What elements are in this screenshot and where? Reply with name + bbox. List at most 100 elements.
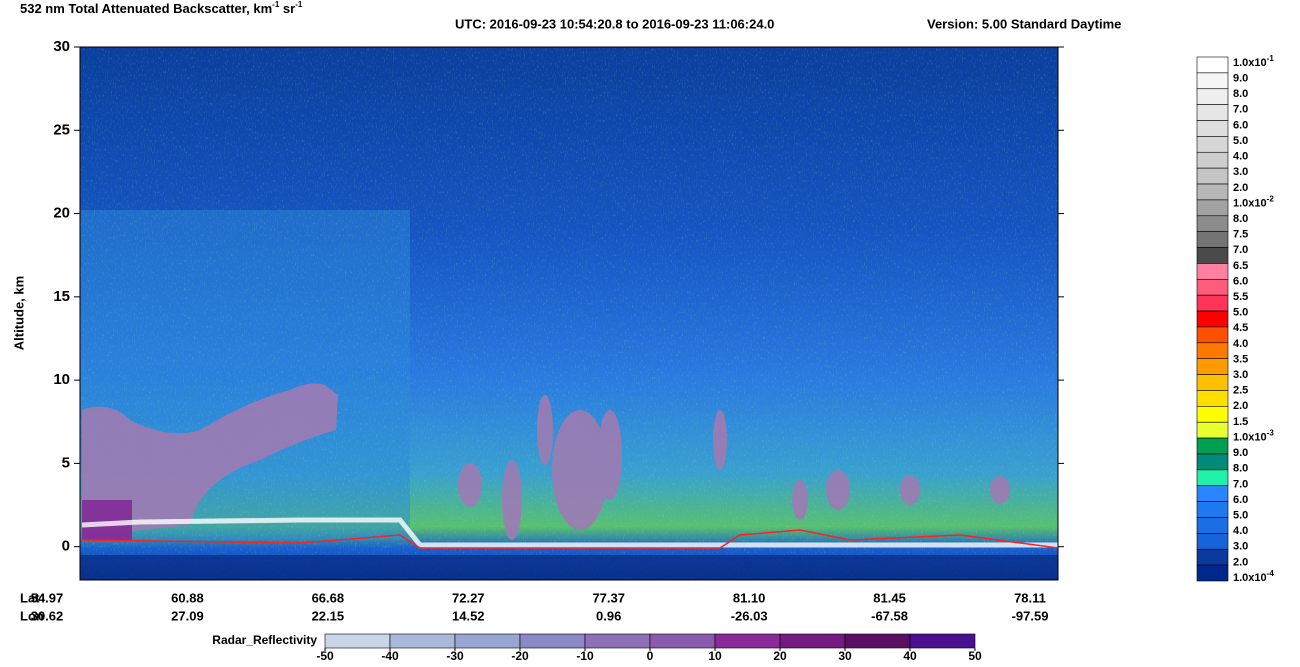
colorbar-box [1196, 104, 1229, 121]
radar-box [519, 633, 586, 649]
colorbar-box [1196, 294, 1229, 312]
x-row-name: Lat [20, 590, 40, 605]
colorbar-label: 7.0 [1233, 478, 1248, 490]
radar-tick-label: -40 [381, 649, 399, 663]
radar-box [584, 633, 651, 649]
colorbar-box [1196, 469, 1229, 487]
colorbar-box [1196, 215, 1229, 232]
colorbar-label: 8.0 [1233, 463, 1248, 475]
chart-title: 532 nm Total Attenuated Backscatter, km -… [20, 0, 303, 16]
x-tick-label: 78.11 [1014, 590, 1046, 605]
colorbar-label: 5.5 [1233, 291, 1248, 303]
colorbar-label: 2.0 [1233, 182, 1248, 194]
y-tick-label: 30 [53, 38, 70, 55]
colorbar-box [1196, 517, 1229, 534]
colorbar-label: 3.0 [1233, 541, 1248, 553]
colorbar-label: 4.0 [1233, 151, 1248, 163]
colorbar-mantissa: 1.0x10 [1233, 572, 1267, 584]
colorbar-box [1196, 453, 1229, 471]
colorbar-box [1196, 167, 1229, 185]
colorbar-box [1196, 374, 1229, 391]
colorbar-box [1196, 342, 1229, 359]
radar-tick-label: 10 [708, 649, 722, 663]
colorbar-label: 4.5 [1233, 322, 1248, 334]
colorbar-box [1196, 136, 1229, 153]
radar-box [714, 633, 781, 649]
radar-box [389, 633, 456, 649]
colorbar-exponent: -2 [1267, 195, 1275, 204]
colorbar-box [1196, 279, 1229, 296]
colorbar-exponent: -3 [1267, 429, 1275, 438]
version: Version: 5.00 Standard Daytime [927, 16, 1121, 31]
radar-tick-label: 0 [647, 649, 654, 663]
colorbar-box [1196, 548, 1229, 566]
radar-tick-label: -50 [316, 649, 334, 663]
radar-box [454, 633, 521, 649]
colorbar-box [1196, 183, 1229, 201]
radar-box [909, 633, 976, 649]
x-tick-label: -26.03 [731, 608, 768, 623]
colorbar-label: 5.0 [1233, 509, 1248, 521]
colorbar-label: 8.0 [1233, 213, 1248, 225]
radar-box [324, 633, 391, 649]
radar-box [649, 633, 716, 649]
colorbar-label: 6.0 [1233, 494, 1248, 506]
colorbar-box [1196, 533, 1229, 550]
x-tick-label: 81.45 [873, 590, 906, 605]
colorbar-label: 8.0 [1233, 88, 1248, 100]
x-tick-label: 81.10 [733, 590, 766, 605]
colorbar-label: 4.0 [1233, 338, 1248, 350]
colorbar-box [1196, 564, 1229, 582]
x-tick-label: 66.68 [312, 590, 345, 605]
colorbar-box [1196, 231, 1229, 248]
colorbar-box [1196, 56, 1229, 74]
title-sup: -1 [295, 0, 303, 9]
x-tick-label: 72.27 [452, 590, 485, 605]
x-tick-label: 30.62 [31, 608, 64, 623]
y-tick-label: 15 [53, 288, 70, 305]
colorbar-label: 1.0x10-2 [1233, 195, 1274, 210]
colorbar-label: 3.5 [1233, 353, 1248, 365]
y-tick-label: 0 [62, 538, 70, 555]
x-row-name: Lon [20, 608, 44, 623]
colorbar-label: 7.0 [1233, 104, 1248, 116]
colorbar-box [1196, 485, 1229, 502]
colorbar-box [1196, 437, 1229, 455]
colorbar-label: 9.0 [1233, 447, 1248, 459]
y-tick-label: 10 [53, 371, 70, 388]
title-text: 532 nm Total Attenuated Backscatter, km [20, 1, 272, 16]
colorbar-box [1196, 88, 1229, 105]
colorbar-box [1196, 421, 1229, 439]
colorbar-label: 6.0 [1233, 275, 1248, 287]
x-tick-label: 27.09 [171, 608, 204, 623]
colorbar-box [1196, 199, 1229, 217]
backscatter-image [80, 47, 1058, 580]
colorbar-label: 3.0 [1233, 166, 1248, 178]
radar-tick-label: -20 [511, 649, 529, 663]
colorbar-label: 3.0 [1233, 369, 1248, 381]
radar-tick-label: 30 [838, 649, 852, 663]
colorbar-box [1196, 120, 1229, 137]
y-axis-label: Altitude, km [11, 276, 26, 350]
colorbar-label: 1.0x10-4 [1233, 569, 1274, 584]
x-tick-label: -67.58 [871, 608, 908, 623]
colorbar-exponent: -1 [1267, 54, 1275, 63]
x-tick-label: 22.15 [312, 608, 345, 623]
colorbar-box [1196, 263, 1229, 280]
colorbar-box [1196, 310, 1229, 328]
colorbar-box [1196, 247, 1229, 264]
colorbar-label: 6.0 [1233, 119, 1248, 131]
radar-tick-label: 40 [903, 649, 917, 663]
colorbar-box [1196, 72, 1229, 90]
x-tick-label: 0.96 [596, 608, 621, 623]
colorbar-label: 2.0 [1233, 556, 1248, 568]
colorbar-label: 1.0x10-3 [1233, 429, 1274, 444]
colorbar-mantissa: 1.0x10 [1233, 431, 1267, 443]
colorbar-label: 6.5 [1233, 260, 1248, 272]
x-tick-label: 14.52 [452, 608, 485, 623]
colorbar-label: 7.0 [1233, 244, 1248, 256]
colorbar-box [1196, 326, 1229, 344]
x-tick-label: 77.37 [592, 590, 625, 605]
